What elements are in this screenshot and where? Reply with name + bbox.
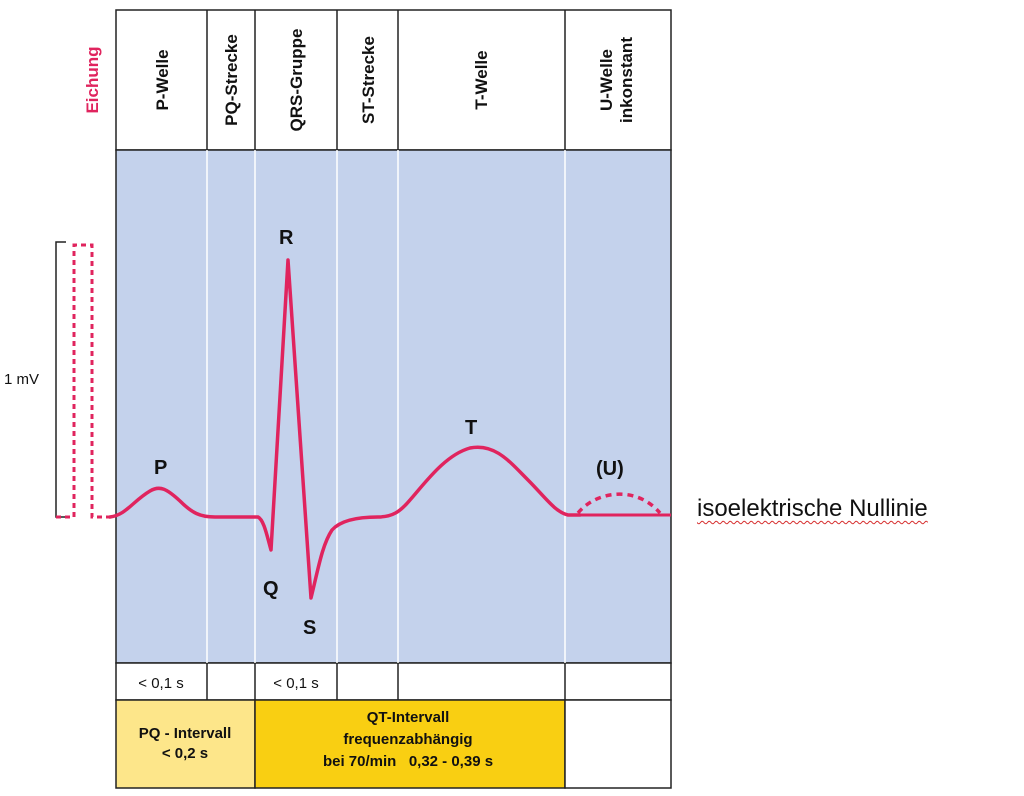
header-u-wave: U-Welle bbox=[597, 49, 616, 111]
header-st-segment: ST-Strecke bbox=[359, 36, 378, 124]
panel-dividers bbox=[206, 150, 566, 663]
qt-interval-value: bei 70/min 0,32 - 0,39 s bbox=[323, 753, 493, 770]
header-t-wave: T-Welle bbox=[472, 50, 491, 109]
duration-dividers bbox=[206, 663, 566, 700]
isoelectric-line-label: isoelektrische Nullinie bbox=[697, 495, 928, 522]
header-u-wave-note: inkonstant bbox=[617, 37, 636, 123]
qt-interval-note: frequenzabhängig bbox=[343, 731, 472, 748]
calibration-voltage: 1 mV bbox=[4, 371, 39, 388]
header-qrs-complex: QRS-Gruppe bbox=[287, 29, 306, 132]
calibration-label: Eichung bbox=[83, 46, 102, 113]
duration-p-wave: < 0,1 s bbox=[138, 675, 183, 692]
wave-label-r: R bbox=[279, 227, 294, 249]
wave-label-t: T bbox=[465, 417, 477, 439]
pq-interval-value: < 0,2 s bbox=[162, 745, 208, 762]
wave-label-u: (U) bbox=[596, 458, 624, 480]
pq-interval-box bbox=[115, 699, 256, 789]
wave-label-q: Q bbox=[263, 578, 279, 600]
header-row bbox=[115, 9, 672, 151]
pq-interval-title: PQ - Intervall bbox=[139, 725, 232, 742]
empty-interval-box bbox=[564, 699, 672, 789]
header-p-wave: P-Welle bbox=[153, 49, 172, 110]
duration-qrs: < 0,1 s bbox=[273, 675, 318, 692]
calibration-bracket bbox=[55, 241, 66, 518]
ecg-panel bbox=[115, 149, 672, 664]
calibration-pulse bbox=[56, 243, 110, 519]
header-pq-segment: PQ-Strecke bbox=[222, 34, 241, 126]
ecg-trace bbox=[108, 258, 582, 600]
duration-row bbox=[115, 662, 672, 701]
u-wave-trace bbox=[576, 492, 662, 515]
header-dividers bbox=[206, 10, 566, 150]
qt-interval-title: QT-Intervall bbox=[367, 709, 450, 726]
wave-label-s: S bbox=[303, 617, 316, 639]
qt-interval-box bbox=[254, 699, 566, 789]
wave-label-p: P bbox=[154, 457, 167, 479]
